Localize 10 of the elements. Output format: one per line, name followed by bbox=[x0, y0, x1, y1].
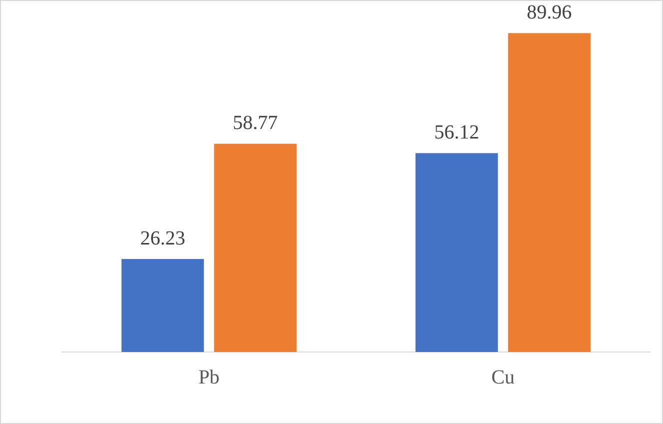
data-label: 56.12 bbox=[434, 121, 480, 144]
x-tick-label: Cu bbox=[491, 366, 515, 388]
data-label: 26.23 bbox=[140, 227, 186, 250]
data-label: 89.96 bbox=[526, 1, 572, 24]
x-tick-label: Pb bbox=[198, 366, 220, 388]
bar bbox=[508, 33, 591, 352]
bar bbox=[121, 259, 204, 352]
bar bbox=[214, 144, 297, 352]
data-label: 58.77 bbox=[232, 112, 278, 134]
bar bbox=[415, 153, 498, 352]
